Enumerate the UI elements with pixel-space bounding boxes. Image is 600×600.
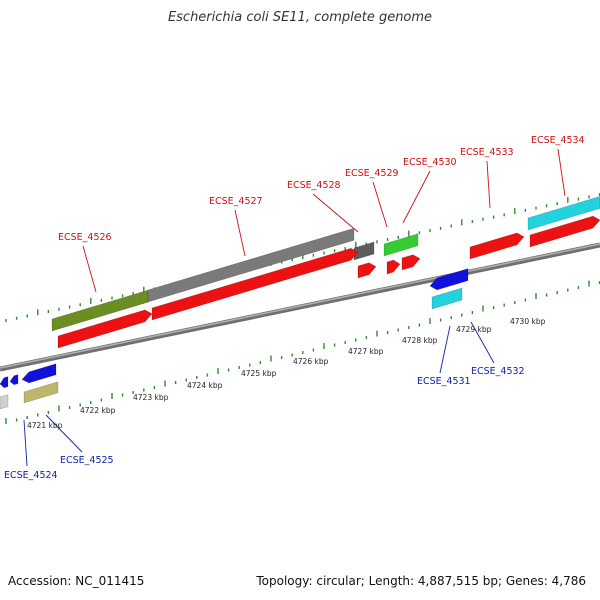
leader-line (486, 160, 491, 209)
gene-blue-reverse (429, 268, 469, 291)
gene-labels: ECSE_4526 ECSE_4527 ECSE_4528 ECSE_4529 ECSE… (4, 135, 585, 481)
genome-info-text: Topology: circular; Length: 4,887,515 bp… (256, 574, 586, 588)
leader-line (470, 321, 495, 364)
cds-red (401, 254, 421, 271)
reverse-gene-label: ECSE_4532 (471, 366, 525, 377)
forward-gene-label: ECSE_4528 (287, 180, 341, 191)
accession-text: Accession: NC_011415 (8, 574, 145, 588)
forward-gene-label: ECSE_4526 (58, 232, 112, 243)
cds-red (57, 309, 153, 349)
kbp-label: 4729 kbp (456, 325, 492, 334)
leader-line (402, 170, 431, 224)
leader-line (82, 245, 97, 293)
gene-blue-reverse (0, 376, 9, 389)
leader-line (557, 148, 566, 197)
genome-title: Escherichia coli SE11, complete genome (167, 10, 433, 25)
cds-red (151, 247, 359, 321)
forward-gene-label: ECSE_4527 (209, 196, 263, 207)
leader-line (439, 325, 451, 374)
kbp-label: 4728 kbp (402, 336, 438, 345)
kbp-label: 4722 kbp (80, 406, 116, 415)
backbone-highlight (0, 243, 600, 369)
genome-backbone (0, 242, 600, 372)
leader-line (23, 419, 28, 467)
reverse-gene-label: ECSE_4524 (4, 470, 58, 481)
cds-red (386, 259, 401, 275)
kbp-label: 4724 kbp (187, 381, 223, 390)
cds-red (357, 262, 377, 279)
gene-khaki (23, 381, 59, 404)
cds-red (469, 232, 525, 260)
gene-blue-reverse (21, 363, 57, 384)
leader-line (234, 209, 246, 257)
kbp-label: 4725 kbp (241, 369, 277, 378)
gene-blue-reverse (9, 374, 19, 386)
backbone-line (0, 242, 600, 372)
leader-line (45, 414, 83, 453)
forward-gene-label: ECSE_4534 (531, 135, 585, 146)
gene-gray-end (353, 241, 375, 261)
reverse-gene-label: ECSE_4525 (60, 455, 114, 466)
gene-green (383, 233, 419, 257)
leader-line (312, 193, 359, 233)
kbp-label: 4723 kbp (133, 393, 169, 402)
gene-features (0, 196, 600, 410)
forward-gene-label: ECSE_4529 (345, 168, 399, 179)
kbp-label: 4727 kbp (348, 347, 384, 356)
gene-cyan-reverse (431, 287, 463, 310)
forward-gene-label: ECSE_4533 (460, 147, 514, 158)
reverse-gene-label: ECSE_4531 (417, 376, 471, 387)
kbp-label: 4730 kbp (510, 317, 546, 326)
cds-red (529, 215, 600, 248)
gene-lightgray (0, 394, 9, 410)
leader-line (372, 181, 388, 228)
forward-gene-label: ECSE_4530 (403, 157, 457, 168)
kbp-label: 4726 kbp (293, 357, 329, 366)
gene-cyan (527, 196, 600, 231)
kbp-label: 4721 kbp (27, 421, 63, 430)
kbp-scale-labels: 4721 kbp 4722 kbp 4723 kbp 4724 kbp 4725 kbp… (27, 317, 546, 430)
